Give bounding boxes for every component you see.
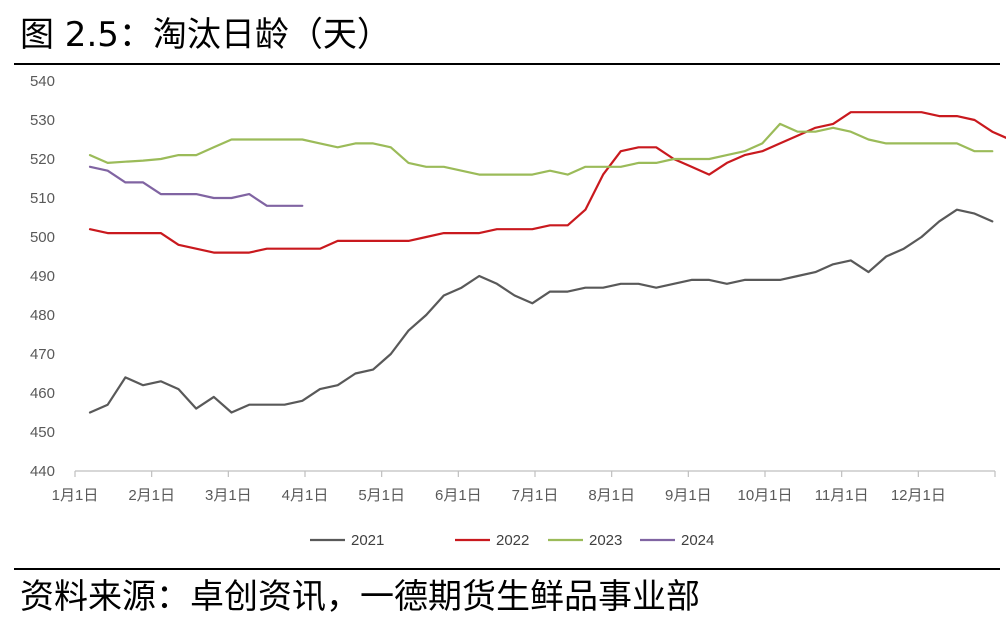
axes [74,470,996,477]
figure-title: 图 2.5：淘汰日龄（天） [20,15,391,55]
line-chart: 440 450 460 470 480 490 500 510 520 530 540 1月1日 2月… [30,73,1006,549]
legend-label-2021: 2021 [351,532,384,549]
y-tick-label: 490 [30,268,55,285]
y-tick-label: 450 [30,424,55,441]
y-tick-label: 480 [30,307,55,324]
x-axis-labels: 1月1日 2月1日 3月1日 4月1日 5月1日 6月1日 7月1日 8月1日 9月1日 10月1… [52,487,946,504]
top-rule [14,63,1000,65]
bottom-rule [14,568,1000,570]
y-tick-label: 460 [30,385,55,402]
source-note: 资料来源：卓创资讯，一德期货生鲜品事业部 [20,577,700,617]
y-tick-label: 520 [30,151,55,168]
series-line-2023 [88,122,994,176]
legend-label-2022: 2022 [496,532,529,549]
x-tick-label: 5月1日 [358,487,405,504]
y-tick-label: 510 [30,190,55,207]
x-tick-label: 3月1日 [205,487,252,504]
y-tick-label: 470 [30,346,55,363]
x-tick-label: 7月1日 [512,487,559,504]
x-tick-label: 6月1日 [435,487,482,504]
y-tick-label: 500 [30,229,55,246]
x-tick-label: 1月1日 [52,487,99,504]
legend: 2021 2022 2023 2024 [310,532,714,549]
x-tick-label: 9月1日 [665,487,712,504]
y-axis-labels: 440 450 460 470 480 490 500 510 520 530 540 [30,73,55,480]
y-tick-label: 440 [30,463,55,480]
x-tick-label: 8月1日 [588,487,635,504]
legend-label-2024: 2024 [681,532,714,549]
x-tick-label: 10月1日 [737,487,792,504]
series-line-2022 [88,111,1006,254]
x-tick-label: 4月1日 [282,487,329,504]
x-tick-label: 2月1日 [128,487,175,504]
series-line-2021 [88,208,994,414]
x-tick-label: 11月1日 [815,487,869,504]
legend-label-2023: 2023 [589,532,622,549]
y-tick-label: 530 [30,112,55,129]
series-lines [88,111,1006,414]
x-tick-label: 12月1日 [891,487,946,504]
series-line-2024 [88,165,304,207]
y-tick-label: 540 [30,73,55,90]
